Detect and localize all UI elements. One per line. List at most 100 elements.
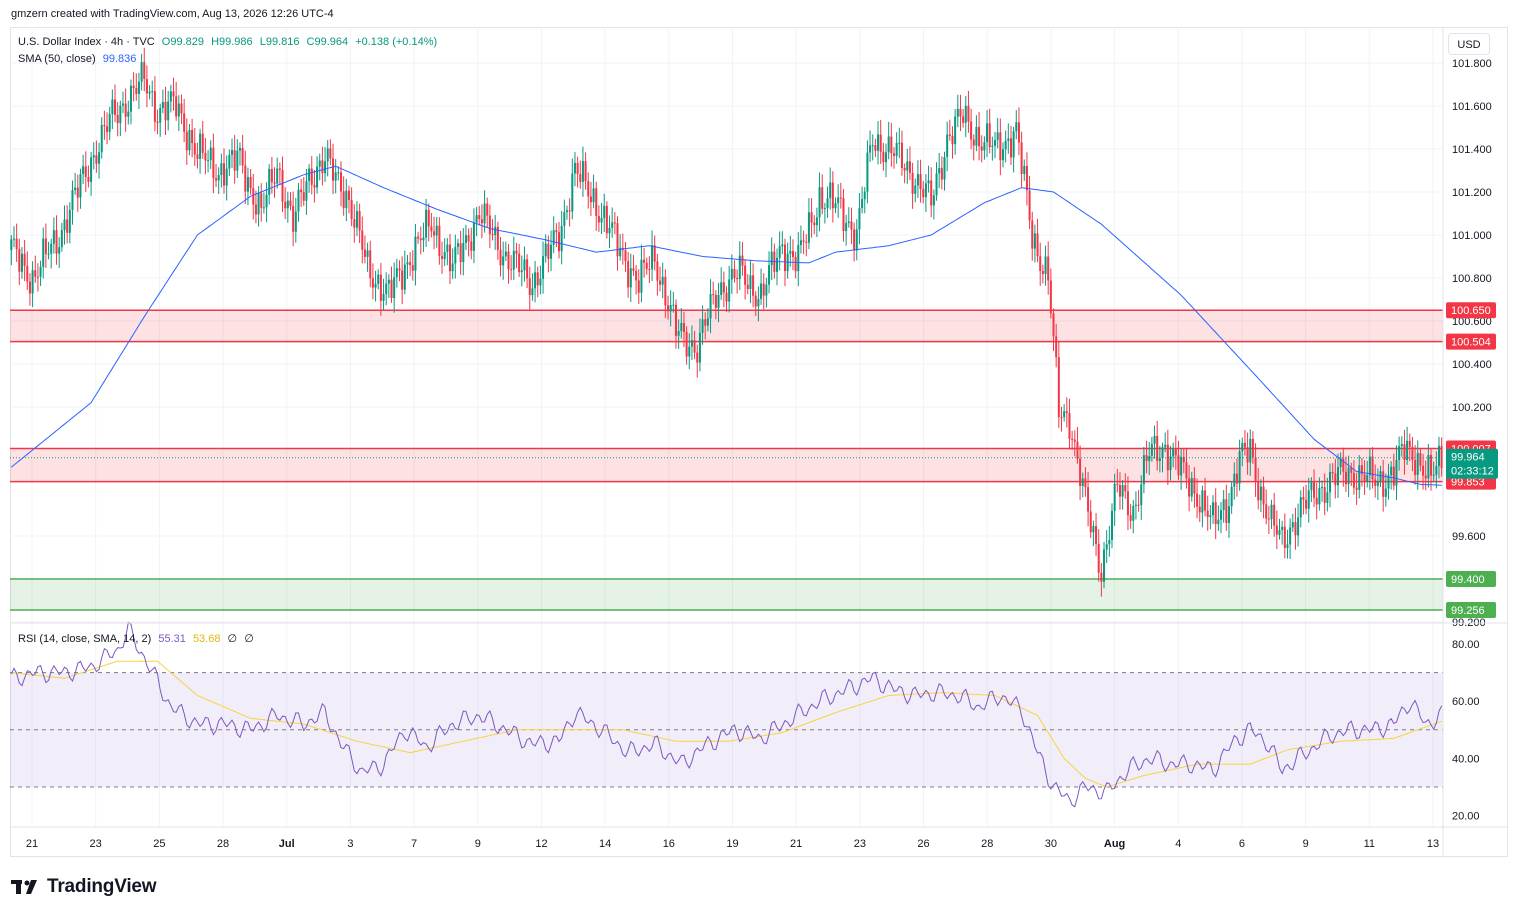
candle-body: [448, 244, 452, 272]
candle-body: [1055, 336, 1058, 358]
candle-body: [443, 251, 446, 259]
candle-body: [701, 319, 704, 333]
candle-body: [1214, 502, 1217, 525]
candle-body: [951, 136, 954, 145]
candle-body: [347, 190, 350, 201]
sma-legend: SMA (50, close) 99.836: [18, 53, 140, 65]
candle-body: [1376, 481, 1379, 486]
candle-body: [42, 238, 45, 267]
candle-body: [1235, 473, 1238, 484]
candle-body: [900, 142, 903, 169]
candle-body: [834, 203, 837, 209]
candle-body: [1219, 510, 1223, 520]
candle-body: [1063, 411, 1066, 418]
candle-body: [603, 205, 606, 218]
candle-body: [768, 265, 771, 285]
tradingview-logo[interactable]: TradingView: [11, 876, 157, 898]
candle-body: [297, 189, 300, 212]
candle-body: [1278, 530, 1281, 535]
candle-body: [1217, 519, 1220, 525]
candle-body: [153, 91, 156, 122]
candle-body: [534, 272, 537, 289]
candle-body: [680, 323, 683, 332]
candle-body: [1254, 457, 1257, 482]
candle-body: [975, 126, 978, 146]
candle-body: [260, 193, 263, 208]
candle-body: [579, 174, 582, 182]
candle-body: [1336, 467, 1339, 486]
attribution-text: gmzern created with TradingView.com, Aug…: [11, 8, 334, 20]
candle-body: [983, 142, 986, 151]
candle-body: [948, 134, 951, 137]
candle-body: [754, 295, 757, 307]
candle-body: [63, 219, 66, 231]
candle-body: [930, 180, 933, 206]
candle-body: [919, 174, 922, 190]
price-zone: [10, 448, 1443, 482]
candle-body: [193, 143, 196, 155]
candle-body: [121, 103, 125, 106]
candle-body: [1126, 491, 1129, 516]
candle-body: [385, 283, 388, 294]
candle-body: [1233, 473, 1236, 487]
candle-body: [943, 156, 946, 180]
candle-body: [1033, 233, 1036, 249]
candle-body: [58, 247, 61, 254]
candle-body: [1265, 504, 1268, 519]
candle-body: [366, 250, 369, 257]
candle-body: [18, 249, 21, 272]
time-tick-label: 21: [790, 838, 802, 850]
rsi-sma-line: [11, 660, 1442, 788]
candle-body: [95, 155, 98, 164]
candle-body: [757, 298, 760, 307]
candle-body: [956, 108, 959, 117]
candle-body: [1230, 486, 1233, 507]
rsi-line: [10, 621, 1443, 808]
candle-body: [959, 108, 962, 117]
candle-body: [441, 256, 444, 259]
candle-body: [1416, 453, 1419, 475]
candle-body: [898, 142, 901, 144]
candle-body: [499, 249, 502, 266]
price-tick-label: 101.800: [1452, 58, 1492, 70]
candle-body: [1403, 444, 1406, 461]
price-legend: U.S. Dollar Index · 4h · TVC O99.829 H99…: [18, 36, 441, 48]
candle-body: [776, 257, 779, 272]
candle-body: [693, 340, 696, 353]
chart-canvas[interactable]: 101.800 101.600 101.400 101.200 101.000 100.8…: [10, 27, 1508, 857]
candle-body: [722, 282, 725, 293]
candle-body: [1400, 444, 1403, 447]
candle-body: [1172, 449, 1175, 457]
chart-frame: [10, 27, 1508, 857]
candle-body: [318, 160, 321, 167]
candle-body: [1129, 515, 1132, 521]
candle-body: [1368, 456, 1371, 476]
candle-body: [1286, 544, 1289, 548]
candle-body: [1395, 460, 1398, 486]
candle-body: [464, 235, 467, 243]
rsi-tick-label: 80.00: [1452, 639, 1480, 651]
candle-body: [892, 153, 896, 156]
candle-body: [1012, 131, 1015, 158]
candle-body: [353, 219, 356, 228]
candle-body: [1249, 438, 1252, 463]
candle-body: [1116, 483, 1119, 486]
candle-body: [164, 101, 167, 121]
candle-body: [938, 167, 941, 174]
candle-body: [972, 139, 975, 146]
currency-button[interactable]: USD: [1448, 33, 1490, 55]
candle-body: [1174, 449, 1177, 456]
candle-body: [1344, 471, 1347, 485]
candle-body: [223, 163, 226, 186]
candle-body: [571, 173, 574, 212]
candle-body: [390, 279, 393, 299]
candle-body: [1068, 413, 1071, 439]
candle-body: [244, 165, 247, 192]
candle-body: [191, 129, 194, 144]
candle-body: [752, 275, 755, 296]
candle-body: [1060, 417, 1063, 419]
candle-body: [927, 180, 930, 184]
candle-body: [563, 212, 566, 226]
candle-body: [167, 101, 170, 121]
candle-body: [903, 168, 906, 171]
